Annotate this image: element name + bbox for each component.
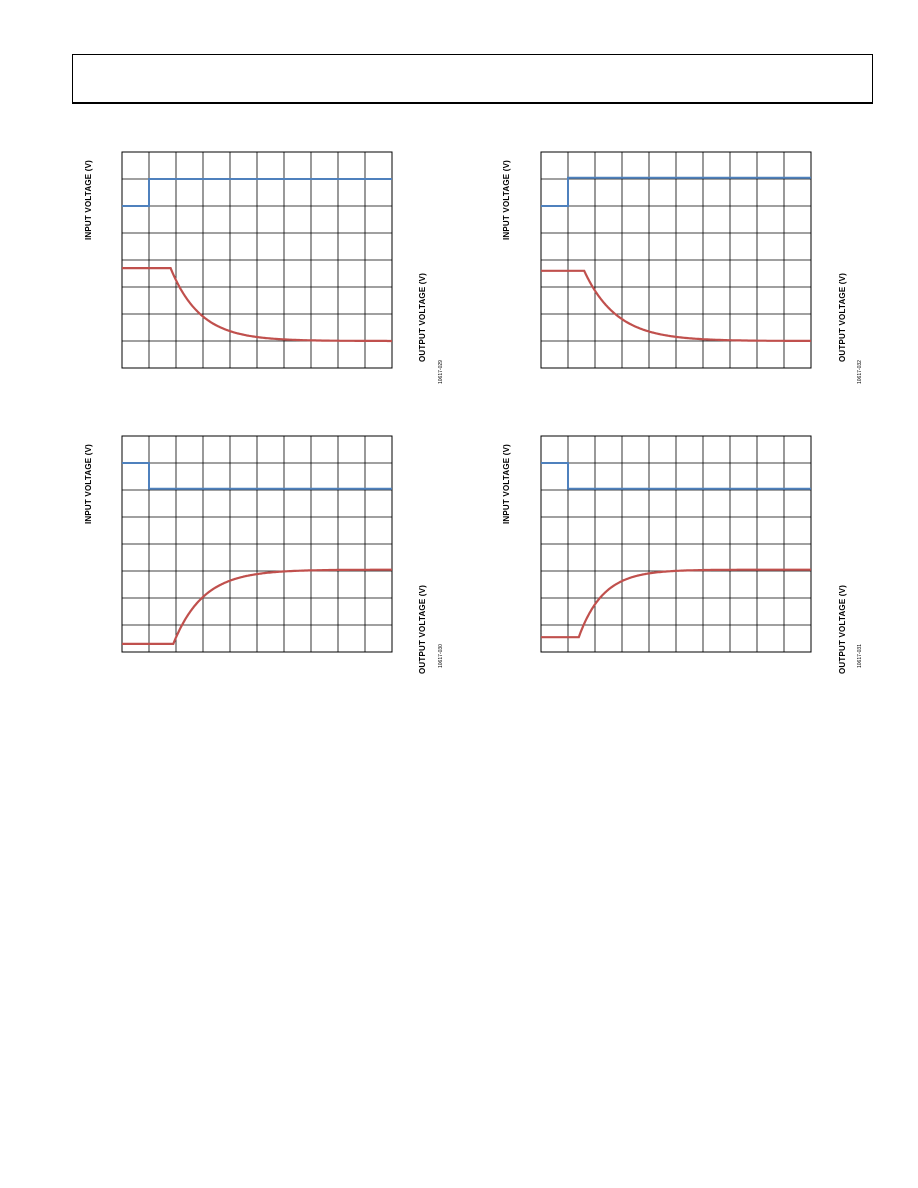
output-voltage-trace: [122, 266, 392, 343]
figure-code: 10617-031: [857, 644, 863, 668]
figure-code: 10617-030: [438, 644, 444, 668]
plot-area: [540, 435, 812, 653]
y-axis-label-left: INPUT VOLTAGE (V): [502, 160, 511, 240]
figure-code: 10617-032: [857, 360, 863, 384]
figure-code: 10617-029: [438, 360, 444, 384]
plot-area: [121, 151, 393, 369]
output-voltage-trace: [122, 568, 392, 645]
y-axis-label-right: OUTPUT VOLTAGE (V): [418, 272, 427, 362]
plot-area: [540, 151, 812, 369]
output-voltage-trace: [541, 269, 811, 342]
output-voltage-trace: [541, 568, 811, 639]
page-header: [72, 54, 873, 104]
input-voltage-trace: [541, 176, 811, 207]
y-axis-label-left: INPUT VOLTAGE (V): [84, 444, 93, 524]
y-axis-label-right: OUTPUT VOLTAGE (V): [418, 584, 427, 674]
plot-frame: [540, 435, 812, 653]
plot-frame: [540, 151, 812, 369]
y-axis-label-left: INPUT VOLTAGE (V): [502, 444, 511, 524]
plot-frame: [121, 151, 393, 369]
y-axis-label-right: OUTPUT VOLTAGE (V): [838, 584, 847, 674]
input-voltage-trace: [122, 462, 392, 490]
y-axis-label-right: OUTPUT VOLTAGE (V): [838, 272, 847, 362]
plot-area: [121, 435, 393, 653]
input-voltage-trace: [541, 462, 811, 490]
y-axis-label-left: INPUT VOLTAGE (V): [84, 160, 93, 240]
plot-frame: [121, 435, 393, 653]
input-voltage-trace: [122, 178, 392, 207]
